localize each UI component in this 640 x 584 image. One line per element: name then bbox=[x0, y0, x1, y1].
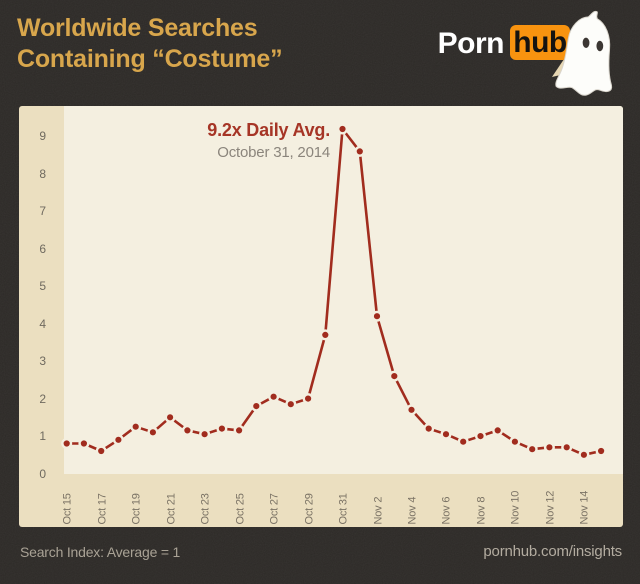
logo-text-porn: Porn bbox=[437, 27, 505, 60]
data-point-oct-22 bbox=[181, 424, 193, 436]
x-tick-nov-6: Nov 6 bbox=[440, 496, 453, 524]
y-tick-0: 0 bbox=[39, 466, 46, 481]
x-tick-oct-15: Oct 15 bbox=[61, 492, 74, 524]
x-tick-nov-8: Nov 8 bbox=[475, 496, 488, 524]
data-point-nov-11 bbox=[526, 443, 538, 455]
data-point-nov-13 bbox=[561, 441, 573, 453]
x-tick-nov-4: Nov 4 bbox=[406, 496, 419, 524]
data-point-oct-27 bbox=[268, 391, 280, 403]
data-point-oct-30 bbox=[319, 329, 331, 341]
line-chart bbox=[61, 123, 607, 461]
data-point-nov-14 bbox=[578, 449, 590, 461]
data-point-nov-9 bbox=[492, 424, 504, 436]
data-point-oct-23 bbox=[199, 428, 211, 440]
x-tick-oct-17: Oct 17 bbox=[96, 492, 109, 524]
x-tick-nov-10: Nov 10 bbox=[509, 490, 522, 524]
data-point-nov-10 bbox=[509, 436, 521, 448]
data-point-nov-4 bbox=[406, 404, 418, 416]
x-tick-oct-31: Oct 31 bbox=[337, 492, 350, 524]
data-point-oct-21 bbox=[164, 411, 176, 423]
y-tick-9: 9 bbox=[39, 129, 46, 144]
data-point-nov-12 bbox=[543, 441, 555, 453]
data-point-nov-2 bbox=[371, 310, 383, 322]
peak-annotation: 9.2x Daily Avg. October 31, 2014 bbox=[118, 121, 330, 161]
page-title-line2: Containing “Costume” bbox=[17, 45, 283, 73]
ghost-icon bbox=[551, 10, 613, 96]
data-point-nov-15 bbox=[595, 445, 607, 457]
y-tick-5: 5 bbox=[39, 279, 46, 294]
data-point-nov-1 bbox=[354, 145, 366, 157]
x-tick-nov-14: Nov 14 bbox=[578, 490, 591, 524]
pornhub-logo: Porn hub bbox=[422, 10, 622, 96]
x-tick-oct-23: Oct 23 bbox=[199, 492, 212, 524]
plot-area bbox=[64, 106, 623, 474]
data-point-nov-3 bbox=[388, 370, 400, 382]
data-point-oct-17 bbox=[95, 445, 107, 457]
y-tick-3: 3 bbox=[39, 354, 46, 369]
page-title-line1: Worldwide Searches bbox=[17, 14, 258, 42]
page-title: Worldwide Searches Containing “Costume” bbox=[17, 13, 283, 75]
data-point-oct-20 bbox=[147, 426, 159, 438]
y-tick-2: 2 bbox=[39, 391, 46, 406]
y-tick-4: 4 bbox=[39, 316, 46, 331]
insights-url-link[interactable]: pornhub.com/insights bbox=[483, 543, 622, 560]
data-point-oct-25 bbox=[233, 424, 245, 436]
data-point-oct-29 bbox=[302, 393, 314, 405]
x-tick-oct-19: Oct 19 bbox=[130, 492, 143, 524]
x-tick-oct-29: Oct 29 bbox=[303, 492, 316, 524]
data-point-oct-19 bbox=[130, 421, 142, 433]
data-point-nov-7 bbox=[457, 436, 469, 448]
x-tick-oct-27: Oct 27 bbox=[268, 492, 281, 524]
x-tick-oct-25: Oct 25 bbox=[234, 492, 247, 524]
data-point-oct-24 bbox=[216, 423, 228, 435]
data-point-nov-8 bbox=[475, 430, 487, 442]
search-index-note: Search Index: Average = 1 bbox=[20, 544, 181, 560]
y-tick-6: 6 bbox=[39, 241, 46, 256]
data-point-oct-31 bbox=[337, 123, 349, 135]
series-line bbox=[66, 127, 602, 457]
data-point-oct-15 bbox=[61, 438, 73, 450]
y-tick-7: 7 bbox=[39, 204, 46, 219]
y-tick-8: 8 bbox=[39, 166, 46, 181]
data-point-oct-18 bbox=[112, 434, 124, 446]
y-tick-1: 1 bbox=[39, 429, 46, 444]
peak-annotation-headline: 9.2x Daily Avg. bbox=[207, 120, 330, 140]
data-point-nov-6 bbox=[440, 428, 452, 440]
x-tick-nov-12: Nov 12 bbox=[544, 490, 557, 524]
peak-annotation-date: October 31, 2014 bbox=[217, 144, 330, 161]
logo-text-hub: hub bbox=[510, 25, 570, 60]
data-point-oct-16 bbox=[78, 438, 90, 450]
chart-panel: 0 1 2 3 4 5 6 7 8 9 Oct 15 Oct 17 Oct 19 Oct 21 Oct 2… bbox=[19, 106, 623, 527]
x-tick-oct-21: Oct 21 bbox=[165, 492, 178, 524]
data-point-oct-26 bbox=[250, 400, 262, 412]
x-tick-nov-2: Nov 2 bbox=[372, 496, 385, 524]
data-point-oct-28 bbox=[285, 398, 297, 410]
data-point-nov-5 bbox=[423, 423, 435, 435]
